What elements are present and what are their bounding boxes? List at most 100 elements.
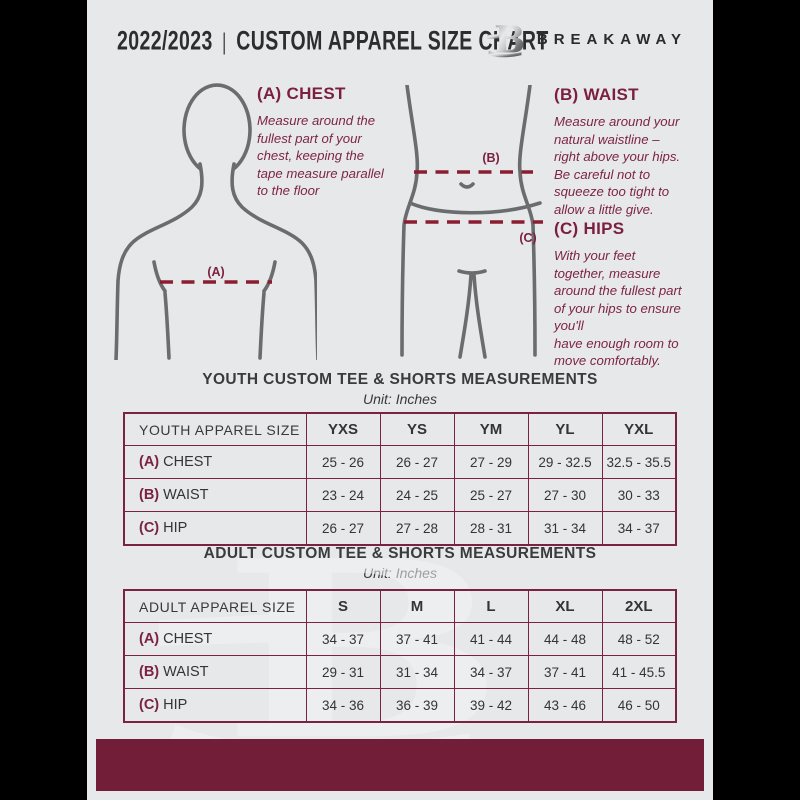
instruction-chest-heading: (A) CHEST (257, 84, 346, 103)
right-shoulder-arm-outline (230, 162, 317, 360)
size-cell: 29 - 32.5 (527, 445, 603, 479)
right-inner-leg-line (472, 273, 487, 359)
page-title: CUSTOM APPAREL SIZE CHART (236, 26, 549, 56)
row-prefix: (A) (139, 454, 160, 470)
measurement-row-label: (B) WAIST (123, 478, 307, 512)
table-row: (B) WAIST 29 - 31 31 - 34 34 - 37 37 - 41… (123, 655, 677, 689)
adult-size-table: ADULT APPAREL SIZE S M L XL 2XL (A) CHEST… (123, 589, 677, 723)
instruction-waist-heading: (B) WAIST (554, 85, 639, 104)
hip-curve-line (408, 201, 542, 215)
row-prefix: (A) (139, 631, 160, 647)
size-cell: 26 - 27 (379, 445, 455, 479)
size-cell: 44 - 48 (527, 622, 603, 656)
youth-size-column-header: YOUTH APPAREL SIZE (123, 412, 307, 446)
table-row: (C) HIP 26 - 27 27 - 28 28 - 31 31 - 34 3… (123, 511, 677, 546)
size-cell: 41 - 44 (453, 622, 529, 656)
measurement-row-label: (A) CHEST (123, 622, 307, 656)
adult-size-column-header: ADULT APPAREL SIZE (123, 589, 307, 623)
size-cell: 25 - 27 (453, 478, 529, 512)
size-column-header: M (379, 589, 455, 623)
instruction-waist-body: Measure around your natural waistline – … (554, 114, 681, 217)
youth-table-title: YOUTH CUSTOM TEE & SHORTS MEASUREMENTS (202, 371, 598, 388)
instruction-chest: (A) CHEST Measure around the fullest par… (257, 84, 423, 200)
right-torso-outline (517, 85, 537, 357)
youth-table-unit: Unit: Inches (363, 391, 437, 407)
youth-size-table: YOUTH APPAREL SIZE YXS YS YM YL YXL (A) C… (123, 412, 677, 546)
size-cell: 27 - 29 (453, 445, 529, 479)
size-cell: 24 - 25 (379, 478, 455, 512)
instruction-hips: (C) HIPS With your feet together, measur… (554, 219, 713, 370)
instruction-hips-body: With your feet together, measure around … (554, 248, 682, 369)
waist-line-label: (B) (482, 151, 499, 165)
row-label-text: HIP (163, 520, 188, 536)
row-prefix: (C) (139, 697, 160, 713)
measurement-row-label: (A) CHEST (123, 445, 307, 479)
size-column-header: S (305, 589, 381, 623)
brand-name: BREAKAWAY (536, 30, 687, 48)
size-column-header: XL (527, 589, 603, 623)
size-cell: 43 - 46 (527, 688, 603, 723)
left-shoulder-arm-outline (114, 162, 204, 360)
adult-table-unit: Unit: Inches (363, 565, 437, 581)
adult-header-row: ADULT APPAREL SIZE S M L XL 2XL (123, 589, 677, 623)
left-inner-arm-line (163, 291, 171, 360)
youth-header-row: YOUTH APPAREL SIZE YXS YS YM YL YXL (123, 412, 677, 446)
table-row: (C) HIP 34 - 36 36 - 39 39 - 42 43 - 46 4… (123, 688, 677, 723)
size-column-header: YM (453, 412, 529, 446)
row-label-text: WAIST (163, 487, 209, 503)
size-cell: 25 - 26 (305, 445, 381, 479)
size-cell: 34 - 37 (305, 622, 381, 656)
size-cell: 41 - 45.5 (601, 655, 677, 689)
instruction-waist: (B) WAIST Measure around your natural wa… (554, 85, 706, 218)
row-label-text: HIP (163, 697, 188, 713)
size-cell: 23 - 24 (305, 478, 381, 512)
measurement-row-label: (C) HIP (123, 511, 307, 546)
table-row: (A) CHEST 25 - 26 26 - 27 27 - 29 29 - 32… (123, 445, 677, 479)
page-header-title-group: 2022/2023 | CUSTOM APPAREL SIZE CHART (117, 26, 549, 57)
header-year: 2022/2023 (117, 26, 213, 56)
row-prefix: (C) (139, 520, 160, 536)
row-label-text: WAIST (163, 664, 209, 680)
header-divider: | (222, 28, 227, 55)
right-armpit-line (262, 260, 277, 293)
size-cell: 39 - 42 (453, 688, 529, 723)
size-cell: 26 - 27 (305, 511, 381, 546)
size-cell: 30 - 33 (601, 478, 677, 512)
instruction-chest-body: Measure around the fullest part of your … (257, 113, 384, 199)
navel-mark (459, 182, 475, 189)
size-column-header: YXS (305, 412, 381, 446)
size-cell: 27 - 30 (527, 478, 603, 512)
adult-table-title: ADULT CUSTOM TEE & SHORTS MEASUREMENTS (203, 545, 597, 562)
size-cell: 32.5 - 35.5 (601, 445, 677, 479)
chest-line-label: (A) (207, 265, 224, 279)
row-prefix: (B) (139, 664, 160, 680)
size-column-header: 2XL (601, 589, 677, 623)
size-cell: 34 - 36 (305, 688, 381, 723)
measurement-row-label: (C) HIP (123, 688, 307, 723)
row-label-text: CHEST (163, 454, 213, 470)
logo-base-swoosh (487, 50, 522, 58)
hips-line-label: (C) (519, 231, 536, 245)
size-cell: 27 - 28 (379, 511, 455, 546)
measurement-row-label: (B) WAIST (123, 655, 307, 689)
crotch-curve (457, 269, 487, 275)
size-cell: 48 - 52 (601, 622, 677, 656)
size-cell: 29 - 31 (305, 655, 381, 689)
table-row: (B) WAIST 23 - 24 24 - 25 25 - 27 27 - 30… (123, 478, 677, 512)
size-cell: 46 - 50 (601, 688, 677, 723)
size-column-header: YXL (601, 412, 677, 446)
size-cell: 37 - 41 (527, 655, 603, 689)
logo-letter: B (494, 20, 525, 58)
waist-hips-diagram: (B) (C) (400, 85, 543, 359)
breakaway-logo-icon: B (486, 20, 525, 58)
size-cell: 31 - 34 (527, 511, 603, 546)
brand-block: B BREAKAWAY (486, 20, 687, 58)
left-inner-leg-line (458, 273, 473, 359)
size-cell: 34 - 37 (601, 511, 677, 546)
size-cell: 36 - 39 (379, 688, 455, 723)
size-column-header: YL (527, 412, 603, 446)
size-cell: 37 - 41 (379, 622, 455, 656)
footer-bar (96, 739, 704, 791)
right-inner-arm-line (258, 291, 266, 360)
logo-mid-bar (486, 33, 506, 39)
